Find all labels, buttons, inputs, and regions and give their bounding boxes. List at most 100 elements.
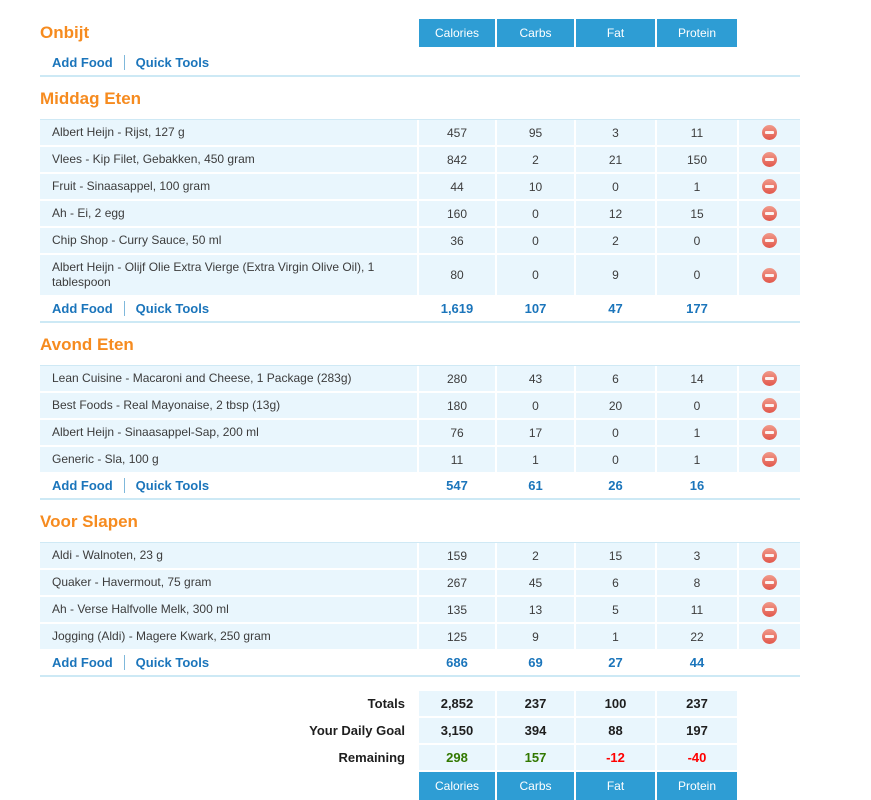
column-header-fat[interactable]: Fat [576,19,655,47]
delete-icon[interactable] [762,233,777,248]
food-name[interactable]: Lean Cuisine - Macaroni and Cheese, 1 Pa… [40,366,417,391]
delete-icon[interactable] [762,267,777,283]
delete-cell [739,570,800,595]
delete-icon[interactable] [762,575,777,590]
food-fat: 15 [576,543,655,568]
quick-tools-link[interactable]: Quick Tools [135,655,210,670]
food-protein: 1 [657,420,737,445]
meal-actions-row: Add Food Quick Tools [40,51,800,77]
delete-cell [739,120,800,145]
subtotal-calories: 1,619 [440,301,474,316]
food-fat: 0 [576,447,655,472]
footer-column-end-spacer [739,772,800,800]
food-name[interactable]: Quaker - Havermout, 75 gram [40,570,417,595]
subtotal-carbs: 61 [528,478,543,493]
meal-section: Onbijt Calories Carbs Fat Protein Add Food Qui… [40,19,800,77]
food-name[interactable]: Vlees - Kip Filet, Gebakken, 450 gram [40,147,417,172]
summary-carbs: 394 [497,718,574,743]
food-name[interactable]: Ah - Verse Halfvolle Melk, 300 ml [40,597,417,622]
delete-icon[interactable] [762,629,777,644]
subtotal-protein: 44 [689,655,705,670]
column-header-calories[interactable]: Calories [419,19,495,47]
footer-column-protein[interactable]: Protein [657,772,737,800]
summary-fat: 100 [576,691,655,716]
subtotal-fat: 27 [608,655,623,670]
food-carbs: 0 [497,393,574,418]
delete-icon[interactable] [762,452,777,467]
quick-tools-link[interactable]: Quick Tools [135,478,210,493]
summary-label: Totals [367,696,405,711]
add-food-link[interactable]: Add Food [52,55,113,70]
subtotal-carbs: 69 [528,655,543,670]
add-food-link[interactable]: Add Food [52,478,113,493]
food-rows: Albert Heijn - Rijst, 127 g 457 95 3 11 Vlees… [40,119,800,295]
food-diary-page: Onbijt Calories Carbs Fat Protein Add Food Qui… [40,19,800,800]
food-calories: 180 [419,393,495,418]
delete-icon[interactable] [762,179,777,194]
delete-cell [739,255,800,295]
food-row: Lean Cuisine - Macaroni and Cheese, 1 Pa… [40,366,800,391]
delete-icon[interactable] [762,125,777,140]
delete-cell [739,174,800,199]
food-calories: 125 [419,624,495,649]
food-name[interactable]: Fruit - Sinaasappel, 100 gram [40,174,417,199]
delete-icon[interactable] [762,425,777,440]
delete-icon[interactable] [762,206,777,221]
food-name[interactable]: Aldi - Walnoten, 23 g [40,543,417,568]
food-fat: 2 [576,228,655,253]
link-divider [123,55,125,70]
column-header-protein[interactable]: Protein [657,19,737,47]
footer-column-carbs[interactable]: Carbs [497,772,574,800]
add-food-link[interactable]: Add Food [52,655,113,670]
summary-protein: 237 [657,691,737,716]
food-calories: 76 [419,420,495,445]
summary-end-spacer [739,718,800,743]
subtotal-calories: 547 [446,478,468,493]
footer-column-spacer [40,772,417,800]
food-name[interactable]: Albert Heijn - Olijf Olie Extra Vierge (… [40,255,417,295]
food-rows: Lean Cuisine - Macaroni and Cheese, 1 Pa… [40,365,800,472]
delete-icon[interactable] [762,371,777,386]
quick-tools-link[interactable]: Quick Tools [135,55,210,70]
meal-section: Middag Eten Albert Heijn - Rijst, 127 g 45… [40,85,800,323]
delete-cell [739,228,800,253]
add-food-link[interactable]: Add Food [52,301,113,316]
food-fat: 5 [576,597,655,622]
meal-actions-row: Add Food Quick Tools 547 61 26 16 [40,474,800,500]
food-name[interactable]: Albert Heijn - Sinaasappel-Sap, 200 ml [40,420,417,445]
food-name[interactable]: Ah - Ei, 2 egg [40,201,417,226]
food-carbs: 2 [497,543,574,568]
footer-column-calories[interactable]: Calories [419,772,495,800]
food-name[interactable]: Best Foods - Real Mayonaise, 2 tbsp (13g… [40,393,417,418]
food-row: Albert Heijn - Sinaasappel-Sap, 200 ml 76… [40,420,800,445]
meal-section: Avond Eten Lean Cuisine - Macaroni and Ch… [40,331,800,500]
food-calories: 457 [419,120,495,145]
summary-row: Remaining 298 157 -12 -40 [40,745,800,770]
food-carbs: 10 [497,174,574,199]
food-protein: 1 [657,447,737,472]
food-row: Ah - Verse Halfvolle Melk, 300 ml 135 13 5 1… [40,597,800,622]
food-protein: 22 [657,624,737,649]
food-calories: 842 [419,147,495,172]
subtotal-protein: 177 [686,301,708,316]
food-name[interactable]: Generic - Sla, 100 g [40,447,417,472]
delete-cell [739,420,800,445]
food-row: Chip Shop - Curry Sauce, 50 ml 36 0 2 0 [40,228,800,253]
delete-icon[interactable] [762,548,777,563]
food-carbs: 95 [497,120,574,145]
delete-icon[interactable] [762,602,777,617]
food-name[interactable]: Chip Shop - Curry Sauce, 50 ml [40,228,417,253]
food-name[interactable]: Jogging (Aldi) - Magere Kwark, 250 gram [40,624,417,649]
food-protein: 11 [657,597,737,622]
meal-sections: Onbijt Calories Carbs Fat Protein Add Food Qui… [40,19,800,677]
quick-tools-link[interactable]: Quick Tools [135,301,210,316]
column-header-carbs[interactable]: Carbs [497,19,574,47]
footer-column-fat[interactable]: Fat [576,772,655,800]
summary-row: Your Daily Goal 3,150 394 88 197 [40,718,800,743]
summary-fat: -12 [576,745,655,770]
delete-icon[interactable] [762,152,777,167]
food-name[interactable]: Albert Heijn - Rijst, 127 g [40,120,417,145]
food-protein: 0 [657,228,737,253]
food-fat: 12 [576,201,655,226]
delete-icon[interactable] [762,398,777,413]
